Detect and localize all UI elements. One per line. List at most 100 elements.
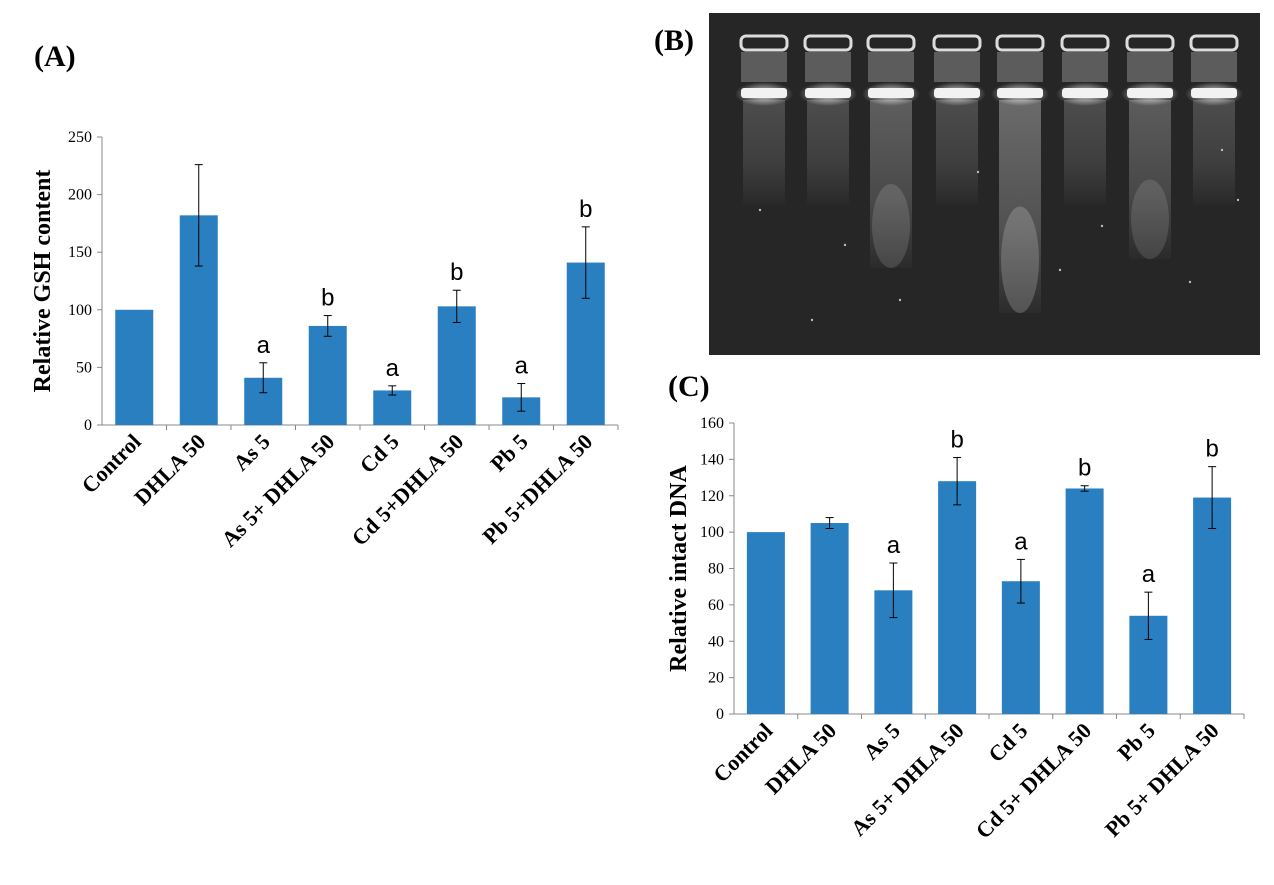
- gel-degraded-dna: [872, 184, 910, 268]
- significance-label: a: [1014, 528, 1028, 555]
- gel-smear: [1064, 100, 1106, 205]
- gel-speck: [758, 208, 762, 212]
- gel-speck: [898, 298, 902, 302]
- y-tick-label: 20: [708, 670, 724, 687]
- gel-speck: [1236, 198, 1240, 202]
- gel-upper-smear: [934, 52, 980, 82]
- gel-band: [741, 88, 787, 98]
- significance-label: b: [950, 427, 963, 454]
- bar: [938, 481, 977, 714]
- x-tick-label: As 5+ DHLA 50: [216, 429, 339, 552]
- gel-smear: [743, 100, 785, 205]
- gel-upper-smear: [741, 52, 787, 82]
- significance-label: a: [1142, 561, 1156, 588]
- significance-label: b: [1205, 436, 1218, 463]
- gel-upper-smear: [1127, 52, 1173, 82]
- significance-label: a: [386, 355, 400, 382]
- gel-well: [1060, 34, 1110, 52]
- gel-band: [997, 88, 1043, 98]
- gel-smear: [936, 100, 978, 205]
- y-axis-title: Relative intact DNA: [666, 465, 692, 672]
- x-tick-label: Pb 5+ DHLA 50: [1100, 718, 1224, 842]
- x-tick-label: Cd 5: [355, 429, 404, 478]
- y-tick-label: 80: [708, 561, 724, 578]
- significance-label: a: [515, 353, 529, 380]
- panel-label-c: (C): [668, 370, 710, 403]
- significance-label: b: [1078, 455, 1091, 482]
- bar: [810, 523, 849, 714]
- gel-upper-smear: [1191, 52, 1237, 82]
- gel-smear: [999, 100, 1041, 313]
- x-tick-label: Cd 5+DHLA 50: [347, 429, 469, 551]
- gel-speck: [1058, 268, 1062, 272]
- gel-smear: [807, 100, 849, 205]
- gel-upper-smear: [868, 52, 914, 82]
- x-tick-label: DHLA 50: [760, 718, 841, 799]
- x-tick-label: Pb 5+DHLA 50: [477, 429, 597, 549]
- bar: [437, 306, 476, 425]
- gel-well: [1189, 34, 1239, 52]
- x-tick-label: DHLA 50: [129, 429, 210, 510]
- gel-speck: [843, 243, 847, 247]
- y-tick-label: 50: [76, 359, 92, 376]
- y-tick-label: 0: [716, 706, 724, 723]
- x-tick-label: Cd 5: [983, 718, 1032, 767]
- gel-image-b: [709, 13, 1260, 355]
- gel-band: [805, 88, 851, 98]
- chart-c: 0 20 40 60 80 100 120 140 160 Relative intact DNA…: [666, 415, 1245, 844]
- y-tick-label: 60: [708, 597, 724, 614]
- y-tick-label: 100: [68, 302, 92, 319]
- gel-well: [803, 34, 853, 52]
- gel-smear: [1129, 100, 1171, 259]
- y-tick-label: 200: [68, 187, 92, 204]
- x-tick-label: As 5: [228, 429, 275, 476]
- bar: [1065, 488, 1104, 714]
- x-tick-label: As 5+ DHLA 50: [846, 718, 969, 841]
- x-tick-label: Pb 5: [485, 429, 533, 477]
- gel-speck: [810, 318, 814, 322]
- gel-band: [1191, 88, 1237, 98]
- panel-label-b: (B): [654, 24, 694, 57]
- gel-well: [1125, 34, 1175, 52]
- significance-label: b: [321, 285, 334, 312]
- gel-degraded-dna: [1131, 179, 1169, 259]
- gel-well: [739, 34, 789, 52]
- gel-speck: [1100, 224, 1104, 228]
- significance-label: b: [450, 259, 463, 286]
- y-tick-label: 150: [68, 244, 92, 261]
- x-tick-label: Cd 5+ DHLA 50: [971, 718, 1097, 844]
- gel-speck: [1220, 148, 1224, 152]
- significance-label: b: [579, 196, 592, 223]
- gel-band: [1062, 88, 1108, 98]
- y-tick-label: 0: [84, 417, 92, 434]
- gel-degraded-dna: [1001, 206, 1039, 313]
- panel-label-a: (A): [34, 40, 76, 73]
- y-tick-label: 250: [68, 129, 92, 146]
- y-axis-title: Relative GSH content: [30, 170, 56, 393]
- bar: [115, 309, 154, 425]
- y-tick-label: 40: [708, 633, 724, 650]
- gel-upper-smear: [1062, 52, 1108, 82]
- y-tick-label: 100: [700, 524, 724, 541]
- gel-smear: [1193, 100, 1235, 205]
- y-tick-label: 140: [700, 451, 724, 468]
- gel-background: [709, 13, 1260, 355]
- y-tick-label: 160: [700, 415, 724, 432]
- gel-smear: [870, 100, 912, 268]
- gel-well: [995, 34, 1045, 52]
- bar: [1193, 497, 1232, 714]
- bar: [308, 325, 347, 425]
- gel-speck: [976, 170, 980, 174]
- x-tick-label: Pb 5: [1112, 718, 1160, 766]
- gel-band: [868, 88, 914, 98]
- bar: [746, 532, 785, 714]
- significance-label: a: [887, 532, 901, 559]
- gel-upper-smear: [805, 52, 851, 82]
- gel-well: [866, 34, 916, 52]
- gel-well: [932, 34, 982, 52]
- y-tick-label: 120: [700, 488, 724, 505]
- gel-band: [934, 88, 980, 98]
- significance-label: a: [257, 332, 271, 359]
- gel-speck: [1188, 280, 1192, 284]
